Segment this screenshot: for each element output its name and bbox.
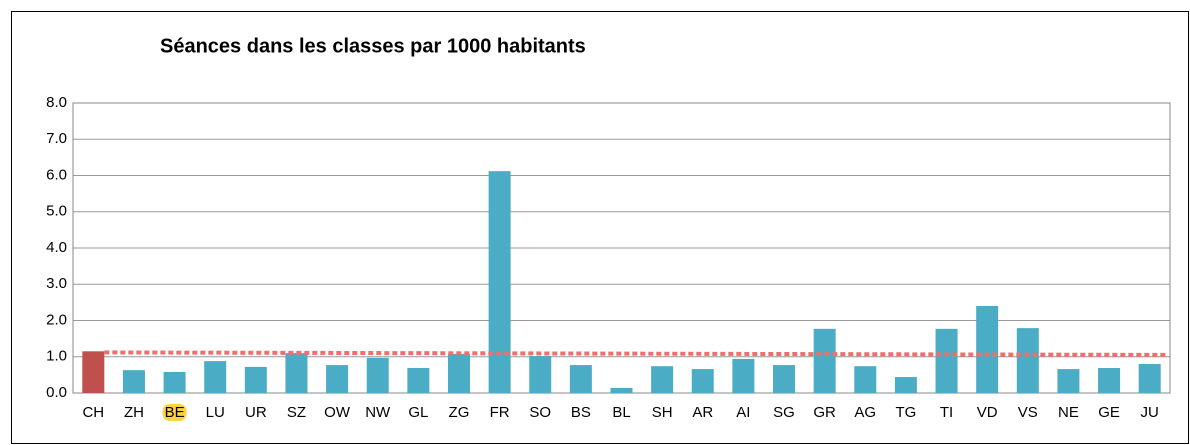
x-tick-label: GR: [813, 404, 836, 421]
x-tick-label: SG: [773, 404, 795, 421]
bar: [82, 351, 105, 393]
y-tick-label: 2.0: [46, 311, 67, 328]
x-tick-label: ZG: [449, 404, 470, 421]
x-tick-label: NE: [1058, 404, 1079, 421]
x-tick-label: SZ: [287, 404, 306, 421]
bar: [773, 365, 796, 393]
x-tick-label: SH: [652, 404, 673, 421]
bar: [407, 367, 430, 393]
bar: [894, 377, 917, 393]
chart-title: Séances dans les classes par 1000 habita…: [160, 35, 586, 57]
x-tick-label: JU: [1141, 404, 1159, 421]
y-tick-label: 5.0: [46, 203, 67, 220]
bar: [204, 361, 227, 393]
chart-frame: [11, 11, 1189, 444]
x-tick-label: AG: [854, 404, 876, 421]
bar: [1016, 328, 1039, 393]
bar: [691, 369, 714, 393]
x-tick-label: NW: [365, 404, 391, 421]
y-tick-label: 0.0: [46, 384, 67, 401]
x-tick-label: FR: [490, 404, 510, 421]
y-tick-label: 1.0: [46, 348, 67, 365]
bar: [244, 366, 267, 393]
y-tick-label: 7.0: [46, 130, 67, 147]
reference-line: [104, 350, 1169, 357]
bar: [1057, 369, 1080, 393]
bar: [122, 370, 145, 393]
x-tick-label: TG: [895, 404, 916, 421]
y-tick-label: 4.0: [46, 239, 67, 256]
y-tick-label: 8.0: [46, 94, 67, 111]
x-tick-label: LU: [206, 404, 225, 421]
bar: [569, 365, 592, 393]
bar: [813, 328, 836, 393]
bar: [326, 365, 349, 393]
bar: [285, 353, 308, 393]
bar: [976, 306, 999, 393]
x-tick-label: ZH: [124, 404, 144, 421]
bar: [651, 366, 674, 393]
bar: [488, 171, 511, 393]
x-tick-label: BL: [612, 404, 630, 421]
bar: [163, 371, 186, 393]
x-tick-label: SO: [529, 404, 551, 421]
x-tick-label: GL: [408, 404, 428, 421]
bar: [366, 357, 389, 393]
x-tick-label: VD: [977, 404, 998, 421]
y-tick-label: 3.0: [46, 275, 67, 292]
y-tick-label: 6.0: [46, 166, 67, 183]
bar: [854, 366, 877, 393]
x-tick-label: AR: [692, 404, 713, 421]
bar: [732, 358, 755, 393]
x-tick-label: BE: [165, 404, 185, 421]
x-tick-label: GE: [1098, 404, 1120, 421]
x-tick-label: OW: [324, 404, 351, 421]
label-highlight: [162, 404, 187, 421]
bar: [529, 356, 552, 393]
bar: [1138, 364, 1161, 393]
x-tick-label: BS: [571, 404, 591, 421]
bar: [1098, 367, 1121, 393]
x-tick-label: AI: [736, 404, 750, 421]
bar: [447, 353, 470, 393]
bar: [935, 328, 958, 393]
x-tick-label: TI: [940, 404, 953, 421]
bar: [610, 387, 633, 393]
x-tick-label: UR: [245, 404, 267, 421]
x-tick-label: VS: [1018, 404, 1038, 421]
x-tick-label: CH: [82, 404, 104, 421]
